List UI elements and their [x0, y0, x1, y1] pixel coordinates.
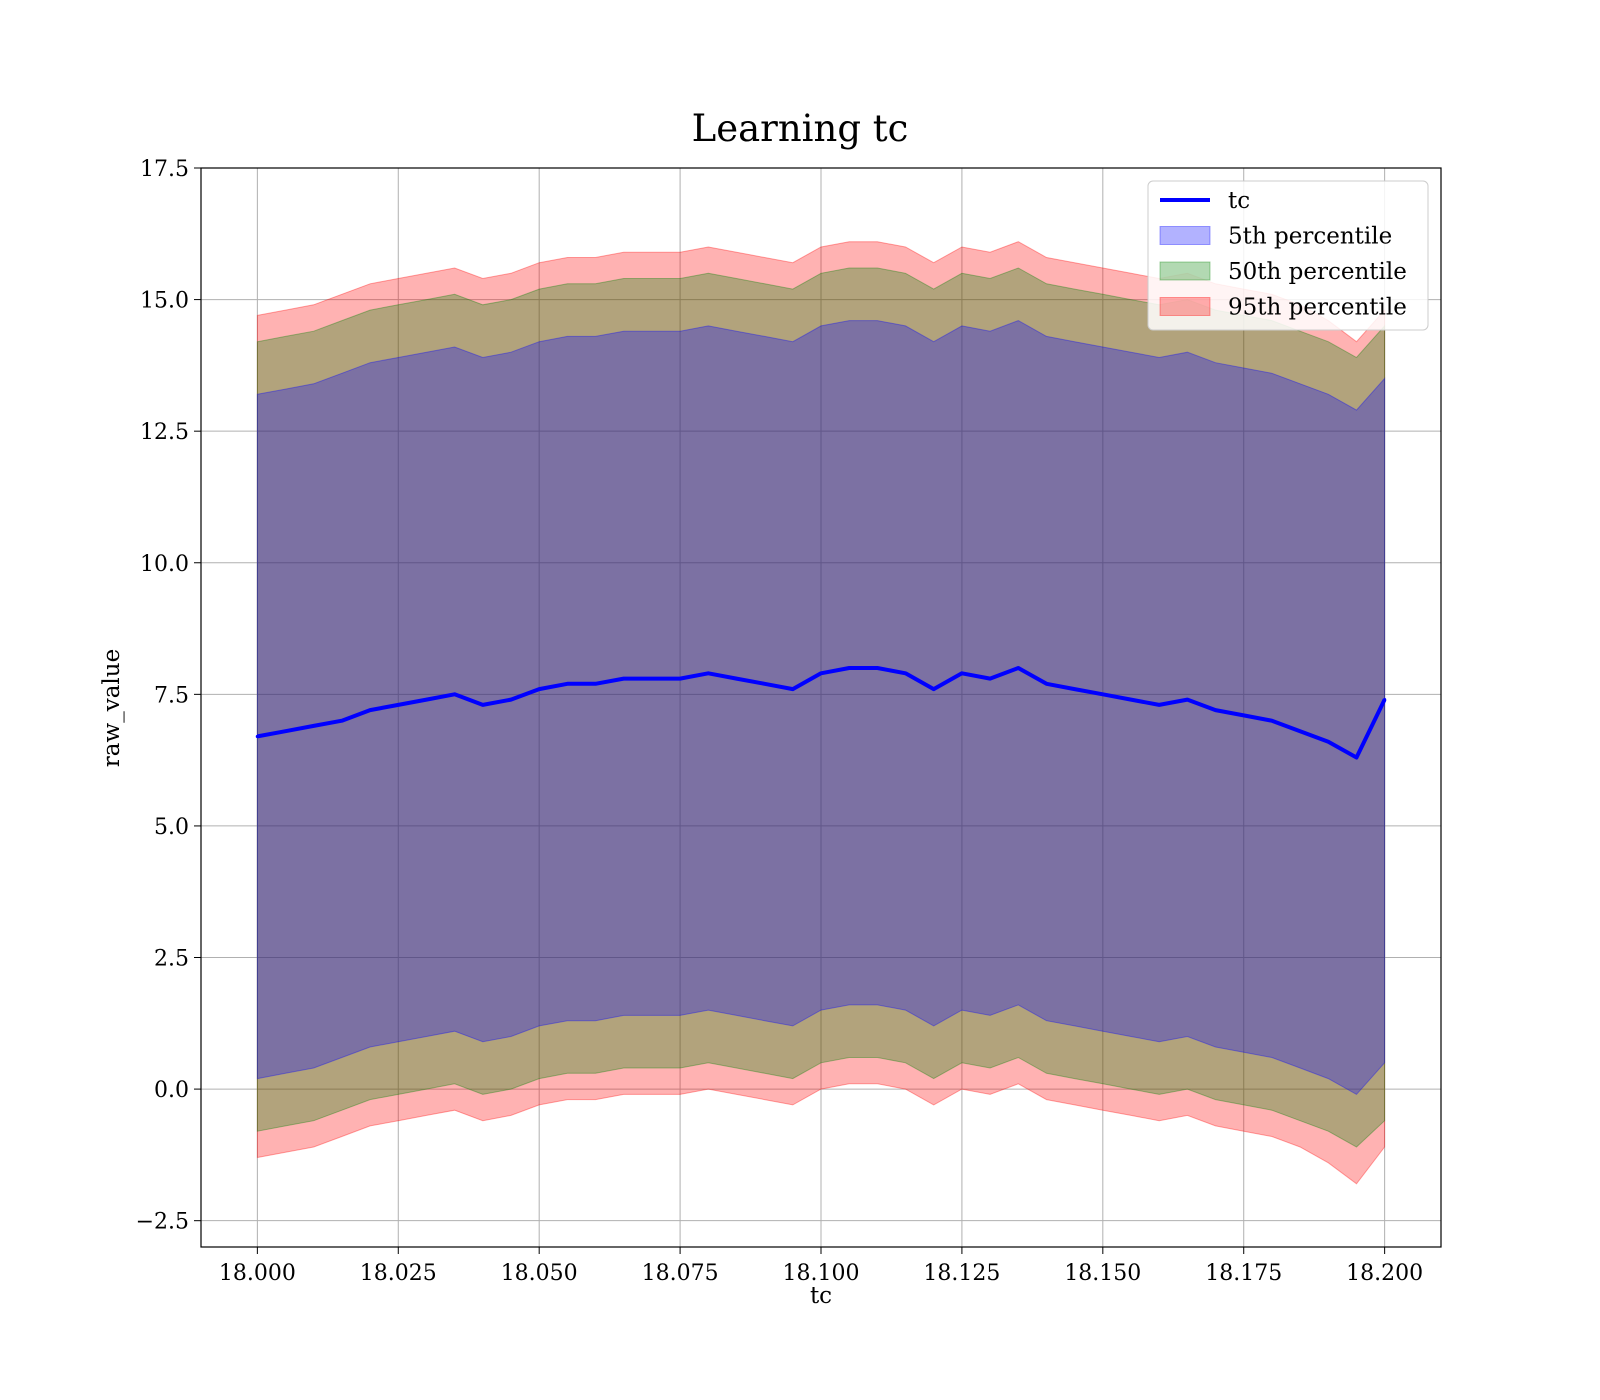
legend-swatch-band [1159, 261, 1211, 281]
data-point [706, 671, 710, 675]
y-tick-label: 7.5 [154, 683, 189, 708]
data-point [1242, 713, 1246, 717]
data-point [819, 671, 823, 675]
data-point [847, 666, 851, 670]
data-point [453, 692, 457, 696]
legend-label: 50th percentile [1228, 259, 1407, 285]
band-95th-percentile [256, 241, 1386, 1185]
y-tick-label: 10.0 [140, 552, 189, 577]
y-tick-label: 12.5 [140, 420, 189, 445]
data-point [1270, 719, 1274, 723]
data-point [763, 682, 767, 686]
data-point [593, 682, 598, 686]
y-tick-label: 0.0 [154, 1078, 189, 1103]
data-point [1213, 708, 1218, 712]
x-tick-label: 18.000 [219, 1261, 296, 1286]
data-point [678, 676, 682, 681]
legend-label: tc [1228, 188, 1250, 214]
legend-label: 5th percentile [1228, 224, 1392, 250]
band-50th-percentile [256, 267, 1386, 1148]
data-point [1016, 666, 1020, 670]
data-point [481, 703, 485, 707]
data-point [396, 703, 400, 707]
y-axis-ticks: −2.5 0.0 2.5 5.0 7.5 10.0 12.5 15.0 17.5 [136, 157, 201, 1235]
data-point [255, 734, 259, 739]
data-point [565, 682, 569, 686]
data-point [283, 729, 288, 733]
data-point [340, 719, 344, 723]
data-point [312, 724, 316, 728]
x-axis-ticks: 18.000 18.025 18.050 18.075 18.100 18.125 18.1… [219, 1247, 1423, 1286]
x-tick-label: 18.050 [501, 1261, 578, 1286]
series-lines [255, 666, 1387, 760]
x-tick-label: 18.175 [1205, 1261, 1282, 1286]
data-point [1298, 729, 1302, 733]
data-point [1157, 703, 1161, 707]
legend: tc 5th percentile 50th percentile 95th perc… [1147, 180, 1429, 331]
x-tick-label: 18.100 [783, 1261, 860, 1286]
x-tick-label: 18.075 [642, 1261, 719, 1286]
legend-swatch-band [1159, 226, 1211, 245]
data-point [537, 687, 541, 691]
data-point [791, 687, 795, 691]
data-point [650, 676, 654, 681]
x-tick-label: 18.025 [360, 1261, 437, 1286]
data-point [424, 698, 429, 702]
data-point [1326, 740, 1330, 744]
data-point [1129, 698, 1133, 702]
x-tick-label: 18.150 [1064, 1261, 1141, 1286]
data-point [1044, 682, 1049, 686]
data-point [1185, 698, 1189, 702]
y-axis-label: raw_value [99, 649, 125, 767]
y-tick-label: 2.5 [154, 947, 189, 972]
chart-title: Learning tc [692, 107, 909, 150]
data-point [988, 676, 992, 681]
x-axis-label: tc [810, 1283, 832, 1309]
band-5th-percentile [256, 320, 1386, 1096]
percentile-bands [256, 241, 1386, 1185]
legend-box [1147, 180, 1429, 331]
legend-swatch-band [1159, 297, 1211, 316]
data-point [1101, 692, 1105, 696]
y-tick-label: 17.5 [140, 157, 189, 182]
legend-label: 95th percentile [1228, 295, 1407, 321]
data-point [509, 698, 513, 702]
x-tick-label: 18.125 [923, 1261, 1000, 1286]
y-tick-label: 5.0 [154, 815, 189, 840]
y-tick-label: −2.5 [136, 1210, 189, 1235]
data-point [1383, 698, 1387, 702]
data-point [960, 671, 964, 675]
data-point [1354, 755, 1359, 760]
data-point [932, 687, 936, 691]
data-point [1073, 687, 1077, 691]
data-point [875, 666, 879, 670]
x-tick-label: 18.200 [1346, 1261, 1423, 1286]
y-tick-label: 15.0 [140, 289, 189, 314]
data-point [903, 671, 908, 675]
data-point [368, 708, 372, 712]
data-point [622, 676, 626, 681]
data-point [734, 676, 739, 681]
